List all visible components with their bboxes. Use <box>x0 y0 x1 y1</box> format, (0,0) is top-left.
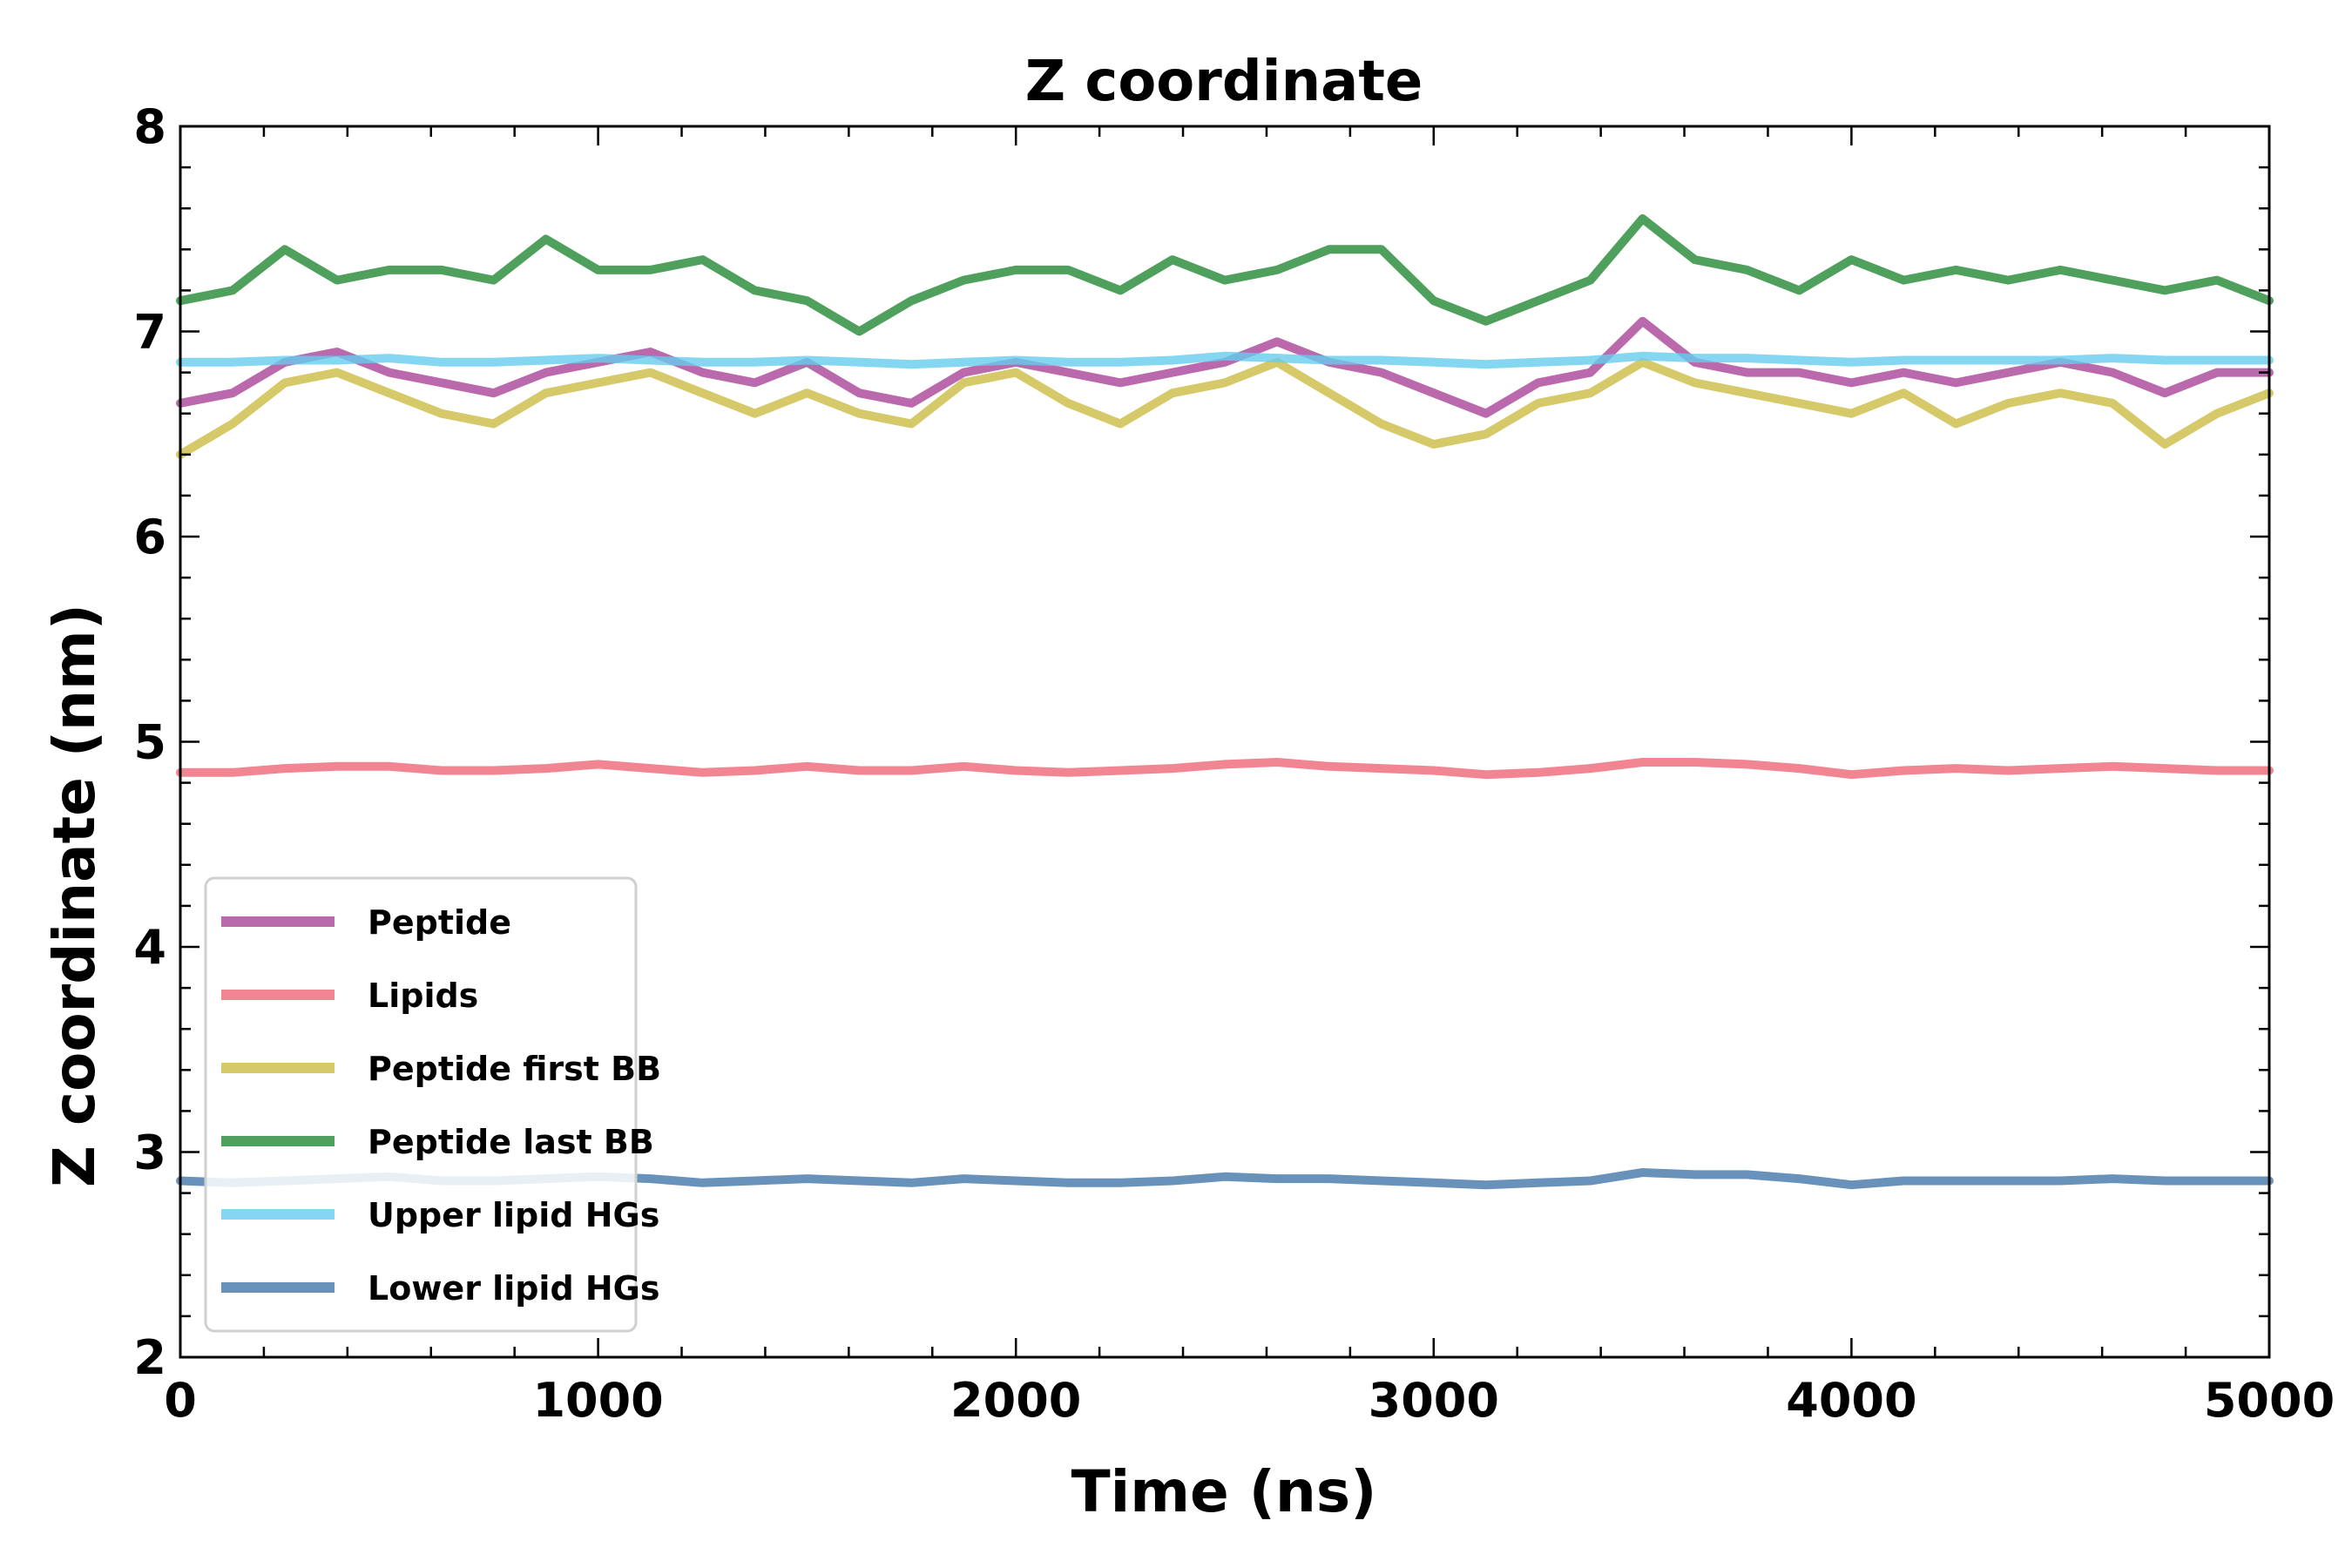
y-tick-label: 4 <box>133 920 166 975</box>
series-line-4 <box>176 351 2274 369</box>
y-tick-label: 2 <box>133 1330 166 1385</box>
y-tick-label: 3 <box>133 1125 166 1180</box>
legend-label-4: Upper lipid HGs <box>368 1196 659 1234</box>
x-tick-label: 0 <box>164 1373 197 1428</box>
series-line-2 <box>176 357 2274 459</box>
legend-label-5: Lower lipid HGs <box>368 1269 660 1308</box>
legend-label-0: Peptide <box>368 903 511 942</box>
legend: Peptide Lipids Peptide first BB Peptide las… <box>204 876 661 1333</box>
y-axis-label: Z coordinate (nm) <box>41 604 108 1187</box>
x-tick-label: 5000 <box>2204 1373 2335 1428</box>
x-tick-label: 4000 <box>1786 1373 1916 1428</box>
ticks-layer: 0 1000 2000 3000 4000 5000 2 3 4 5 6 7 8 <box>133 99 2335 1428</box>
legend-label-2: Peptide first BB <box>368 1050 661 1088</box>
chart-title: Z coordinate <box>1025 50 1423 114</box>
x-tick-label: 1000 <box>532 1373 663 1428</box>
y-tick-label: 7 <box>133 305 166 360</box>
series-line-1 <box>176 758 2274 780</box>
y-tick-label: 6 <box>133 510 166 564</box>
legend-label-1: Lipids <box>368 977 478 1015</box>
x-tick-label: 3000 <box>1369 1373 1499 1428</box>
legend-box <box>204 876 638 1333</box>
plot-frame <box>179 125 2271 1359</box>
series-line-3 <box>176 214 2274 336</box>
y-tick-label: 5 <box>133 715 166 770</box>
series-line-0 <box>176 316 2274 418</box>
x-axis-label: Time (ns) <box>1071 1458 1377 1525</box>
x-tick-label: 2000 <box>950 1373 1081 1428</box>
y-tick-label: 8 <box>133 99 166 154</box>
legend-label-3: Peptide last BB <box>368 1123 654 1161</box>
